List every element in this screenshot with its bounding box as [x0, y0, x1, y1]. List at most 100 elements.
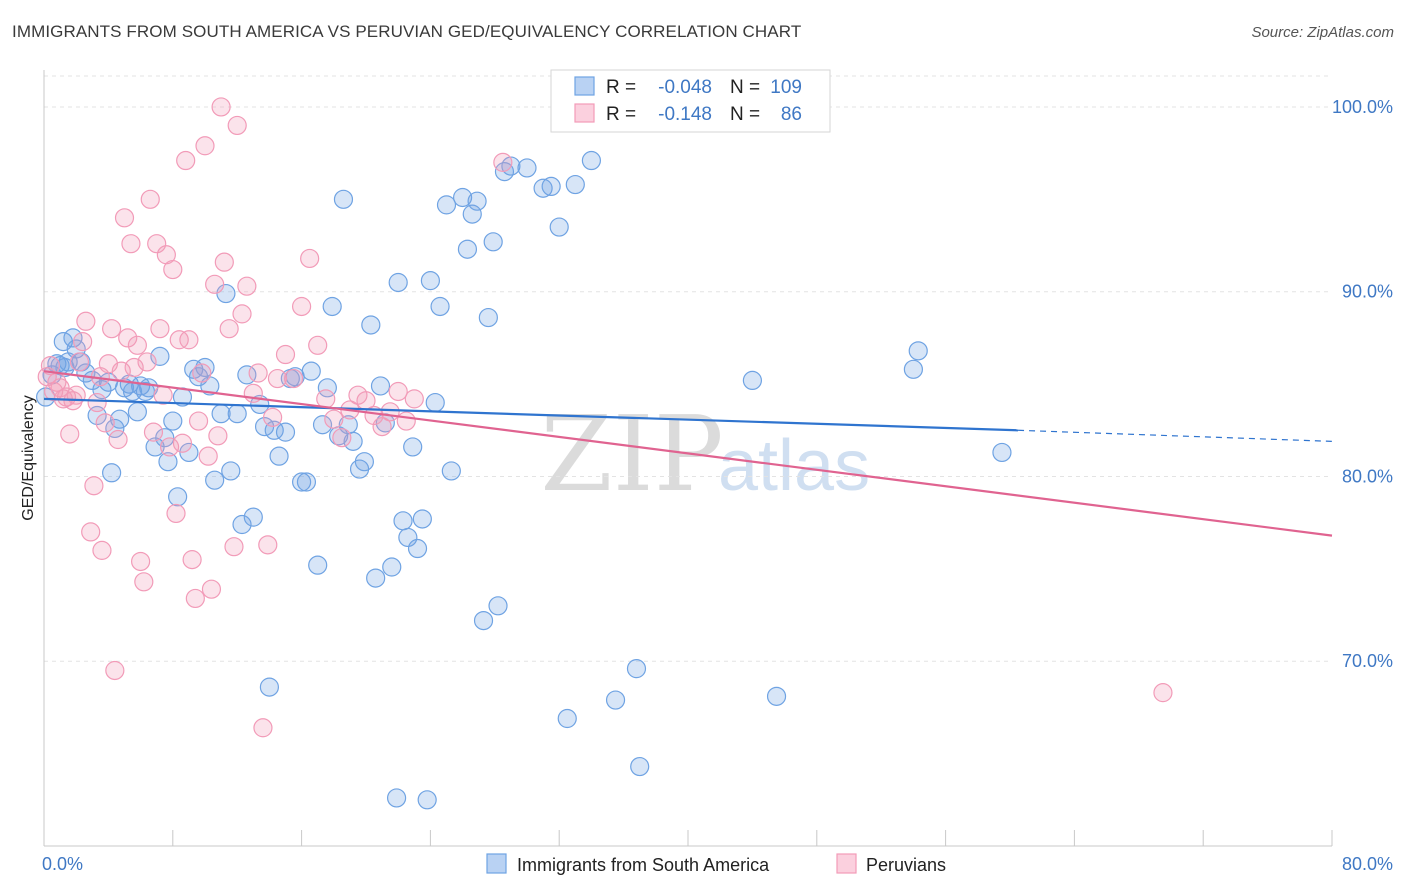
peruvians-point-20	[102, 319, 122, 339]
south-america-point-15	[102, 463, 122, 483]
south-america-point-98	[557, 708, 577, 729]
south-america-point-95	[533, 178, 553, 198]
y-tick-label-70: 70.0%	[1342, 651, 1393, 671]
south-america-point-7	[63, 328, 83, 348]
south-america-point-47	[259, 677, 279, 697]
peruvians-point-53	[208, 426, 228, 446]
stats-r-value-pink: -0.148	[658, 104, 712, 125]
peruvians-point-58	[227, 115, 247, 136]
peruvians-point-46	[185, 588, 205, 609]
legend-label-south-america: Immigrants from South America	[517, 855, 770, 875]
peruvians-point-80	[380, 402, 400, 422]
peruvians-point-21	[105, 660, 125, 681]
south-america-point-90	[483, 232, 503, 252]
south-america-point-79	[420, 271, 440, 291]
peruvians-point-79	[372, 416, 392, 437]
peruvians-point-12	[76, 311, 96, 331]
y-tick-label-100: 100.0%	[1332, 97, 1393, 117]
peruvians-point-70	[300, 248, 320, 269]
peruvians-point-72	[316, 389, 336, 409]
peruvians-point-39	[163, 259, 183, 280]
peruvians-point-43	[176, 150, 196, 171]
south-america-point-109	[992, 442, 1012, 463]
south-america-point-89	[478, 307, 498, 328]
peruvians-point-50	[198, 446, 218, 466]
peruvians-point-42	[172, 433, 193, 453]
peruvians-point-22	[108, 429, 128, 450]
peruvians-point-24	[114, 208, 135, 228]
chart-source: Source: ZipAtlas.com	[1251, 24, 1394, 41]
peruvians-point-49	[195, 136, 215, 156]
peruvians-point-82	[396, 411, 416, 431]
peruvians-point-84	[493, 152, 513, 172]
south-america-point-55	[301, 361, 321, 381]
south-america-point-68	[370, 376, 391, 396]
peruvians-point-64	[258, 535, 278, 555]
peruvians-point-18	[95, 413, 115, 433]
south-america-point-80	[425, 392, 445, 413]
south-america-point-27	[155, 428, 175, 448]
south-america-point-108	[908, 341, 928, 361]
peruvians-point-83	[404, 389, 424, 409]
trend-line-peruvians	[43, 370, 1333, 537]
peruvians-point-54	[211, 97, 231, 117]
south-america-point-61	[333, 189, 354, 209]
south-america-point-59	[322, 296, 342, 317]
peruvians-point-32	[140, 189, 160, 209]
south-america-point-56	[308, 555, 328, 575]
stats-r-value-blue: -0.048	[658, 77, 712, 98]
y-tick-labels: 70.0% 80.0% 90.0% 100.0%	[1332, 97, 1393, 671]
peruvians-point-11	[73, 332, 93, 352]
stats-swatch-blue	[574, 76, 595, 96]
south-america-point-94	[517, 158, 537, 178]
peruvians-point-60	[237, 276, 257, 296]
south-america-point-101	[605, 690, 626, 710]
stats-swatch-pink	[574, 103, 595, 123]
peruvians-point-74	[332, 428, 352, 448]
peruvians-point-1	[40, 356, 61, 376]
south-america-point-72	[388, 272, 408, 293]
series-legend: Immigrants from South America Peruvians	[486, 853, 946, 875]
south-america-point-96	[541, 176, 561, 196]
x-tick-label-max: 80.0%	[1342, 854, 1393, 874]
peruvians-point-40	[166, 503, 186, 524]
legend-swatch-peruvians	[836, 853, 857, 874]
peruvians-point-14	[84, 476, 104, 496]
south-america-point-38	[211, 404, 231, 424]
chart-title: IMMIGRANTS FROM SOUTH AMERICA VS PERUVIA…	[12, 22, 802, 41]
south-america-point-30	[168, 487, 188, 507]
peruvians-point-69	[292, 296, 312, 317]
peruvians-point-26	[121, 234, 141, 254]
stats-n-value-blue: 109	[770, 77, 802, 98]
south-america-point-21	[127, 402, 147, 422]
south-america-point-105	[742, 370, 763, 390]
trend-line-south-america-extension	[1018, 429, 1333, 442]
peruvians-point-57	[224, 537, 244, 557]
peruvians-point-85	[1153, 683, 1173, 703]
south-america-point-78	[417, 790, 437, 810]
peruvians-point-62	[248, 363, 268, 383]
south-america-point-102	[626, 659, 647, 679]
south-america-point-76	[407, 538, 428, 559]
peruvians-point-7	[60, 424, 80, 444]
south-america-point-81	[430, 296, 450, 317]
south-america-point-54	[296, 472, 317, 492]
peruvians-point-59	[232, 304, 252, 324]
y-axis-title: GED/Equivalency	[20, 395, 37, 520]
south-america-point-74	[398, 527, 418, 548]
south-america-point-73	[393, 511, 413, 531]
peruvians-point-29	[131, 551, 151, 572]
stats-n-label-pink: N =	[730, 104, 760, 125]
south-america-point-107	[903, 359, 924, 379]
south-america-point-87	[467, 191, 487, 211]
series-peruvians-points	[37, 97, 1173, 738]
trend-lines	[43, 370, 1333, 537]
south-america-point-66	[361, 315, 381, 335]
peruvians-point-34	[147, 234, 167, 254]
peruvians-point-25	[118, 328, 138, 348]
south-america-point-17	[110, 409, 130, 429]
south-america-point-53	[292, 472, 312, 492]
peruvians-point-55	[214, 252, 234, 272]
south-america-point-42	[232, 514, 252, 535]
